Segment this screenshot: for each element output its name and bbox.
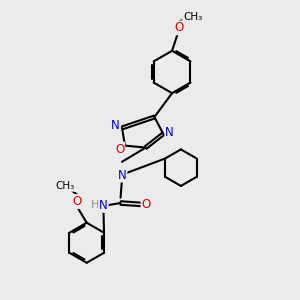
Text: O: O (174, 21, 183, 34)
Text: CH₃: CH₃ (183, 12, 202, 22)
Text: N: N (111, 119, 120, 132)
Text: N: N (118, 169, 126, 182)
Text: O: O (115, 142, 124, 156)
Text: H: H (91, 200, 100, 210)
Text: N: N (165, 126, 174, 139)
Text: O: O (73, 195, 82, 208)
Text: CH₃: CH₃ (56, 181, 75, 191)
Text: N: N (99, 199, 108, 212)
Text: O: O (142, 198, 151, 211)
